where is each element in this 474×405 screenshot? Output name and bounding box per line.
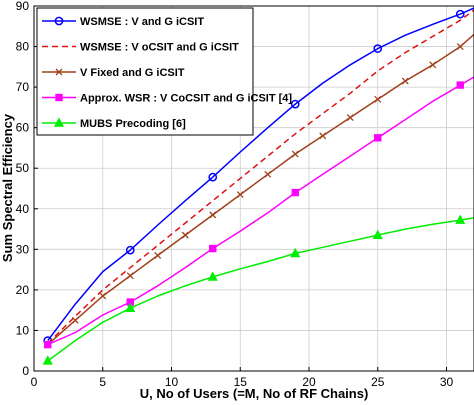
- y-tick-label: 20: [16, 283, 30, 297]
- series-point-4: [44, 340, 52, 349]
- y-axis-label: Sum Spectral Efficiency: [0, 113, 15, 262]
- x-tick-label: 0: [31, 375, 38, 389]
- series-point-3: [374, 95, 382, 103]
- plot-area-frame: [33, 5, 474, 372]
- series-point-3: [429, 61, 437, 69]
- legend-marker-3: [55, 68, 63, 76]
- series-point-3: [264, 170, 272, 178]
- series-point-1: [208, 172, 218, 182]
- legend-label-2: WSMSE : V oCSIT and G iCSIT: [80, 42, 239, 54]
- legend-marker-1: [54, 16, 64, 26]
- series-point-3: [181, 231, 189, 239]
- y-tick-label: 30: [16, 242, 30, 256]
- series-point-3: [99, 292, 107, 300]
- y-tick-label: 70: [16, 80, 30, 94]
- x-tick-label: 20: [302, 375, 316, 389]
- series-point-3: [236, 191, 244, 199]
- series-point-4: [291, 188, 299, 197]
- series-point-1: [455, 9, 465, 19]
- series-point-3: [209, 211, 217, 219]
- legend-label-5: MUBS Precoding [6]: [80, 118, 186, 130]
- series-line-4: [47, 76, 474, 346]
- y-tick-label: 80: [16, 40, 30, 54]
- series-point-4: [456, 81, 464, 89]
- series-point-1: [125, 245, 135, 255]
- series-point-3: [126, 272, 134, 280]
- y-tick-label: 40: [16, 202, 30, 216]
- x-tick-label: 5: [99, 375, 106, 389]
- series-point-3: [291, 150, 299, 158]
- series-point-5: [372, 229, 383, 239]
- x-tick-label: 15: [234, 375, 248, 389]
- series-point-3: [71, 316, 79, 324]
- y-tick-label: 50: [16, 161, 30, 175]
- legend-label-3: V Fixed and G iCSIT: [80, 67, 185, 79]
- y-tick-label: 0: [22, 364, 29, 378]
- series-point-4: [209, 244, 217, 253]
- x-tick-label: 30: [440, 375, 454, 389]
- series-lines: [42, 7, 474, 365]
- series-group-3: [47, 33, 474, 346]
- y-tick-label: 60: [16, 121, 30, 135]
- x-tick-label: 25: [371, 375, 385, 389]
- series-line-5: [47, 216, 474, 362]
- series-group-4: [44, 76, 474, 349]
- series-point-5: [125, 302, 136, 312]
- series-line-1: [47, 7, 474, 342]
- series-point-5: [207, 271, 218, 281]
- series-point-4: [374, 134, 382, 142]
- legend: WSMSE : V and G iCSIT WSMSE : V oCSIT and…: [36, 7, 292, 136]
- y-tick-label: 90: [16, 0, 30, 13]
- series-point-5: [290, 247, 301, 258]
- legend-marker-5: [53, 117, 65, 127]
- series-group-2: [47, 9, 474, 344]
- series-point-3: [401, 77, 409, 85]
- series-point-1: [290, 99, 300, 109]
- series-point-3: [319, 132, 327, 140]
- series-line-2: [47, 9, 474, 344]
- legend-marker-4: [55, 93, 63, 102]
- series-point-5: [42, 355, 53, 365]
- y-tick-label: 10: [16, 323, 30, 337]
- series-point-1: [373, 44, 383, 53]
- series-point-5: [455, 214, 466, 224]
- series-group-1: [43, 7, 474, 345]
- axis-ticks: 0 5 10 15 20 25 30 0 10 20 30 40 50 60 70 80 90: [16, 0, 454, 389]
- series-point-3: [154, 251, 162, 259]
- series-group-5: [42, 214, 474, 365]
- x-tick-label: 10: [165, 375, 179, 389]
- legend-label-4: Approx. WSR : V CoCSIT and G iCSIT [4]: [80, 93, 292, 105]
- series-point-3: [456, 43, 464, 51]
- x-axis-label: U, No of Users (=M, No of RF Chains): [140, 386, 369, 401]
- series-point-3: [346, 114, 354, 121]
- legend-label-1: WSMSE : V and G iCSIT: [80, 16, 204, 28]
